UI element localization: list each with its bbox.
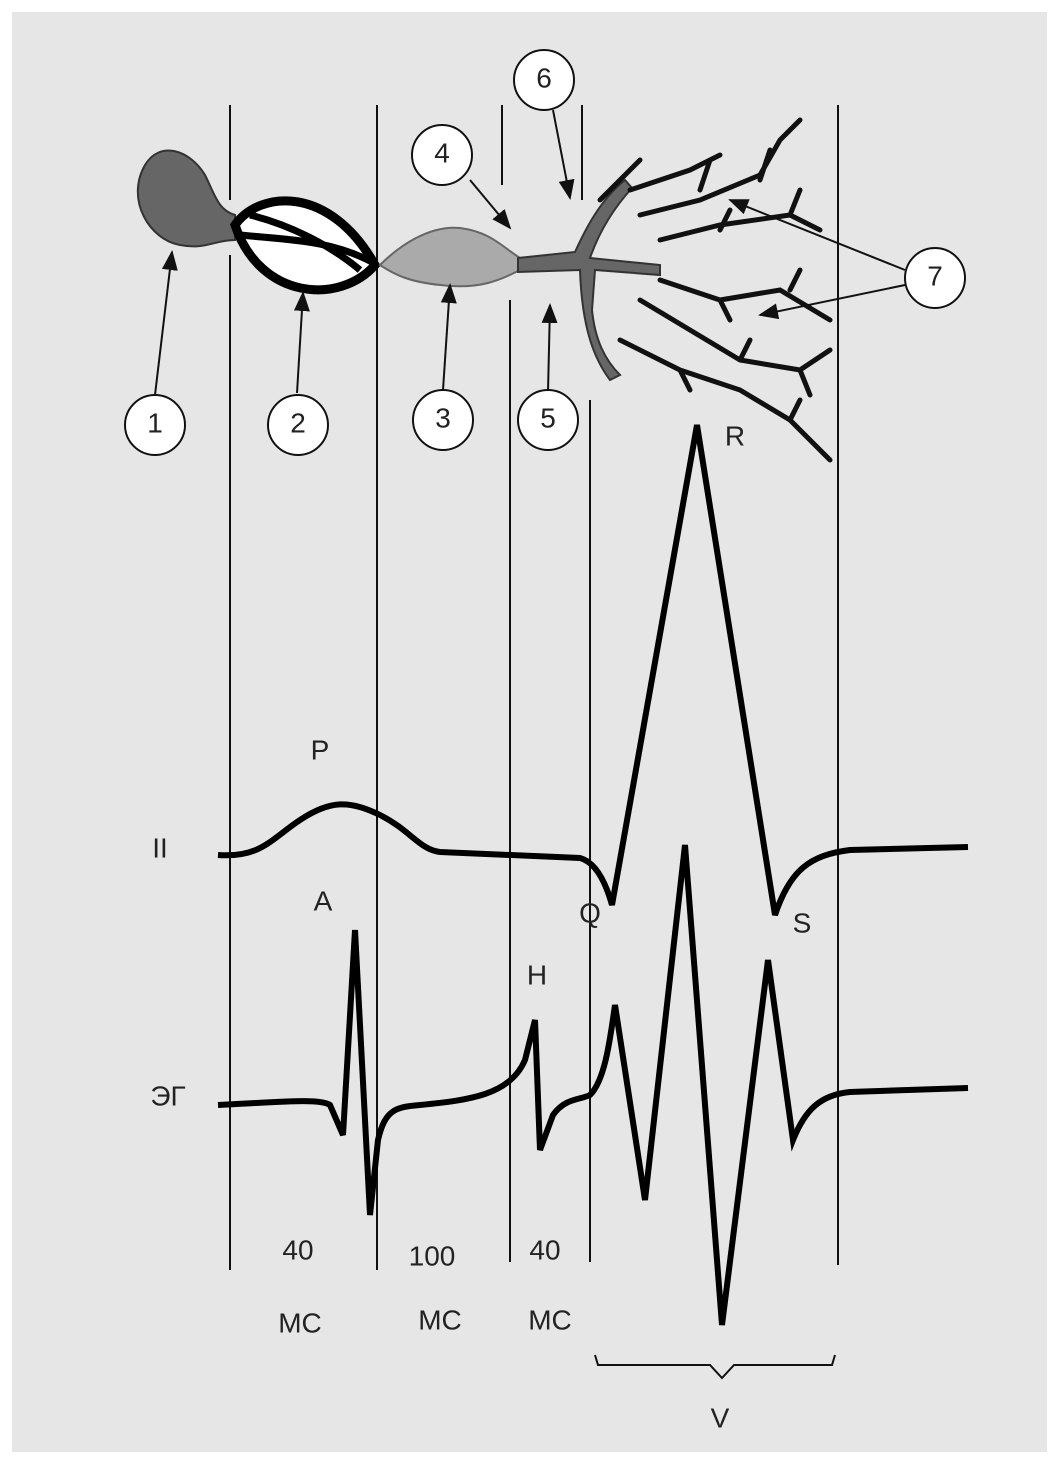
interval-unit: МС: [278, 1307, 322, 1338]
interval-duration: 40: [282, 1234, 313, 1265]
wave-label: Q: [579, 897, 601, 928]
callout-label: 6: [536, 62, 552, 93]
wave-label: A: [314, 885, 333, 916]
interval-unit: МС: [528, 1304, 572, 1335]
wave-label: P: [311, 734, 330, 765]
lead-label: ЭГ: [150, 1080, 185, 1111]
callout-label: 4: [434, 137, 450, 168]
callout-label: 1: [147, 407, 163, 438]
callout-label: 3: [435, 402, 451, 433]
callout-label: 7: [927, 260, 943, 291]
interval-unit: МС: [418, 1304, 462, 1335]
lead-label: II: [152, 832, 168, 863]
callout-label: 5: [540, 402, 556, 433]
wave-label: H: [527, 959, 547, 990]
diagram: 1 2 3 4 5 6 7 P Q R S A H V II ЭГ 40 100…: [0, 0, 1053, 1457]
wave-label: S: [793, 907, 812, 938]
wave-label: R: [725, 420, 745, 451]
interval-duration: 40: [529, 1234, 560, 1265]
wave-label: V: [711, 1402, 730, 1433]
callout-label: 2: [290, 407, 306, 438]
interval-duration: 100: [409, 1240, 456, 1271]
